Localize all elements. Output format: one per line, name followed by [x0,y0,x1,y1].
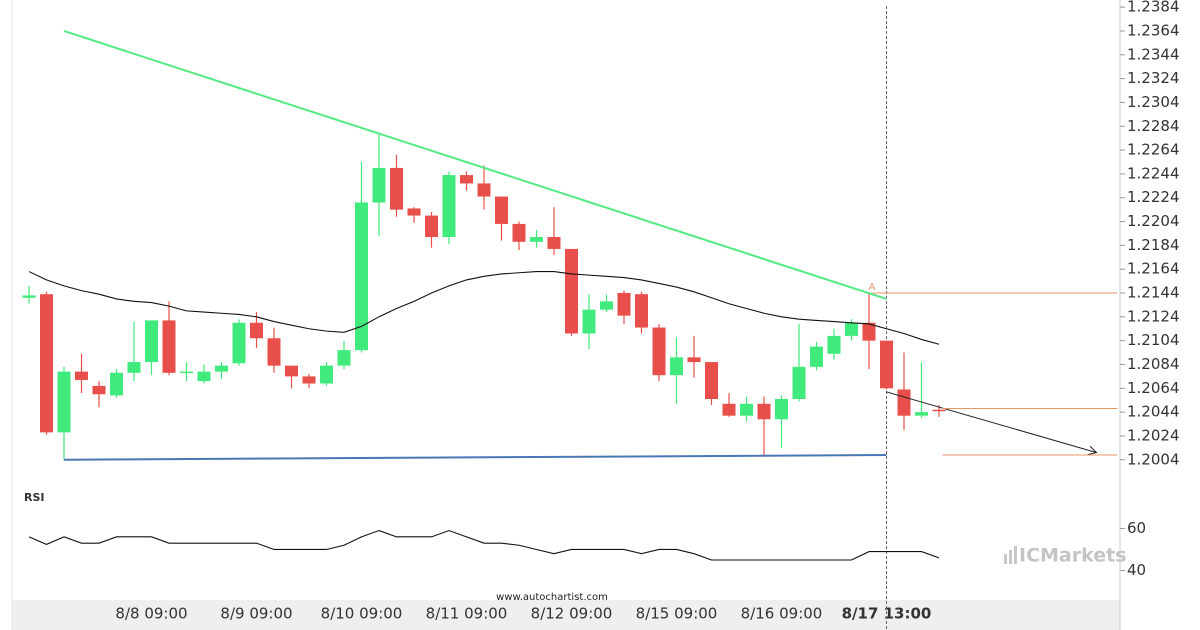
candle-body [670,357,683,376]
candle-body [215,365,228,372]
candle-body [320,365,333,384]
trend-line [886,391,1097,454]
candle-body [512,223,526,242]
candle-body [862,322,876,341]
candle-body [337,350,351,366]
candle-body [617,293,631,316]
candle-body [495,196,508,224]
candle-body [477,183,491,197]
candle-body [22,295,36,298]
candle-body [407,208,421,216]
candle-body [932,409,946,412]
candle-body [652,327,666,376]
candle-body [530,237,543,242]
candle-body [145,320,158,363]
y-tick-label: 1.2064 [1127,379,1180,397]
candle-body [810,346,823,367]
candle-body [775,399,788,420]
watermark-icon [1004,546,1017,564]
y-tick-label: 1.2044 [1127,403,1180,421]
y-tick-label: 1.2284 [1127,117,1180,135]
candle-body [425,215,438,238]
candle-body [57,371,71,433]
y-tick-label: 1.2104 [1127,331,1180,349]
y-tick-label: 1.2144 [1127,284,1180,302]
x-tick-label: 8/10 09:00 [321,605,403,623]
candle-body [372,167,386,203]
rsi-tick-label: 40 [1127,561,1146,579]
x-tick-label: 8/15 09:00 [636,605,718,623]
rsi-title: RSI [24,491,45,504]
candle-body [827,335,841,354]
candle-body [460,175,473,184]
source: www.autochartist.com [496,592,608,603]
watermark: ICMarkets [1019,545,1127,567]
candle-body [285,365,298,377]
candle-body [180,371,193,374]
x-axis-band [12,600,1120,630]
candle-body [915,412,928,416]
y-tick-label: 1.2304 [1127,93,1180,111]
candle-body [880,340,893,389]
candle-body [687,357,701,363]
candle-body [740,403,753,416]
moving-average [28,271,940,345]
x-tick-label: 8/8 09:00 [115,605,187,623]
candle-body [390,167,403,210]
y-tick-label: 1.2004 [1127,450,1180,468]
y-tick-label: 1.2224 [1127,188,1180,206]
candle-body [565,248,578,334]
x-tick-label: 8/11 09:00 [426,605,508,623]
candle-body [442,175,456,238]
candle-body [302,376,316,384]
level-label: A [869,282,876,293]
x-tick-label: 8/12 09:00 [531,605,613,623]
rsi-line [28,529,940,561]
candle-body [355,202,368,351]
candle-body [92,385,106,395]
candle-body [267,338,281,366]
candle-body [110,372,123,396]
rsi-tick-label: 60 [1127,519,1146,537]
candle-body [162,320,176,373]
y-tick-label: 1.2324 [1127,69,1180,87]
y-tick-label: 1.2184 [1127,236,1180,254]
candle-body [722,403,736,416]
candle-body [582,309,596,334]
candle-body [232,322,246,364]
candle-body [250,322,263,339]
x-tick-label: 8/9 09:00 [220,605,292,623]
y-tick-label: 1.2344 [1127,45,1180,63]
x-tick-label: 8/16 09:00 [741,605,823,623]
y-tick-label: 1.2024 [1127,426,1180,444]
candle-body [845,322,858,336]
trend-line [63,30,887,300]
y-tick-label: 1.2244 [1127,164,1180,182]
candle-body [635,294,648,328]
candle-body [705,362,718,400]
candle-body [792,366,806,400]
y-tick-label: 1.2164 [1127,260,1180,278]
y-tick-label: 1.2264 [1127,141,1180,159]
candle-body [197,371,211,382]
candle-body [897,389,911,416]
y-tick-label: 1.2204 [1127,212,1180,230]
arrow-head [1087,445,1098,456]
candle-body [757,403,771,420]
y-tick-label: 1.2364 [1127,21,1180,39]
candle-body [40,294,53,433]
candle-body [75,371,88,380]
y-tick-label: 1.2084 [1127,355,1180,373]
y-tick-label: 1.2384 [1127,0,1180,16]
candle-body [600,301,613,310]
candle-body [547,237,561,249]
y-tick-label: 1.2124 [1127,307,1180,325]
candle-body [127,362,141,373]
trend-line [63,453,887,461]
